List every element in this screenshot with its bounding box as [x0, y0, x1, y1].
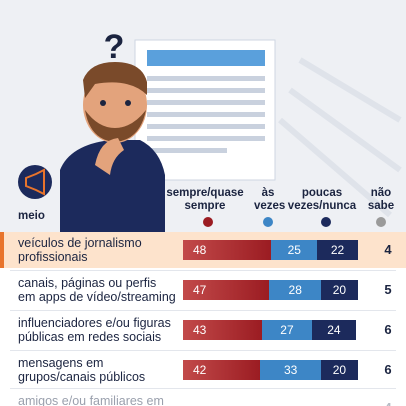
newspaper-text [147, 76, 265, 153]
bar-segment: 47 [183, 280, 270, 300]
bar-segment: 20 [321, 280, 358, 300]
row-divider [10, 310, 396, 311]
decor-lines [278, 57, 402, 218]
legend-label: poucas vezes/nunca [287, 187, 357, 212]
row-divider [10, 350, 396, 351]
na-value: 4 [378, 400, 398, 406]
row-divider [10, 270, 396, 271]
na-value: 6 [384, 322, 392, 337]
bar-segment: 27 [262, 320, 312, 340]
legend-dot [263, 217, 273, 227]
legend-label: às vezes [254, 187, 286, 212]
beard [85, 110, 146, 142]
illustration: ? [0, 0, 406, 232]
newspaper-header [147, 50, 265, 66]
bar-segment: 25 [271, 240, 318, 260]
legend-dot [321, 217, 331, 227]
legend-label: não sabe [367, 187, 395, 212]
bar-segment: 20 [321, 360, 358, 380]
hand [95, 138, 124, 175]
question-mark: ? [104, 28, 125, 66]
bar-segment: 43 [183, 320, 263, 340]
hair [83, 62, 147, 98]
row [0, 390, 406, 406]
na-value: 5 [384, 282, 392, 297]
category-header: meio [18, 210, 45, 222]
na-value: 6 [384, 362, 392, 377]
legend-dot [376, 217, 386, 227]
body [60, 140, 165, 232]
row-divider [10, 388, 396, 389]
bar-segment: 28 [269, 280, 321, 300]
category-label: veículos de jornalismo profissionais [18, 236, 142, 264]
megaphone [25, 168, 45, 196]
category-label: influenciadores e/ou figuras públicas em… [18, 316, 171, 344]
eye [125, 100, 131, 106]
bar-segment: 48 [183, 240, 272, 260]
megaphone-icon [18, 165, 52, 199]
na-value: 4 [384, 242, 392, 257]
bar-segment: 42 [183, 360, 261, 380]
eye [100, 100, 106, 106]
legend-label: sempre/quase sempre [166, 187, 244, 212]
legend-dot [203, 217, 213, 227]
bar-segment: 33 [260, 360, 321, 380]
category-label: canais, páginas ou perfis em apps de víd… [18, 276, 176, 304]
bar-segment: 24 [311, 320, 356, 340]
category-label: mensagens em grupos/canais públicos [18, 356, 146, 384]
bar-segment: 22 [317, 240, 358, 260]
category-label: amigos e/ou familiares em [18, 394, 164, 406]
